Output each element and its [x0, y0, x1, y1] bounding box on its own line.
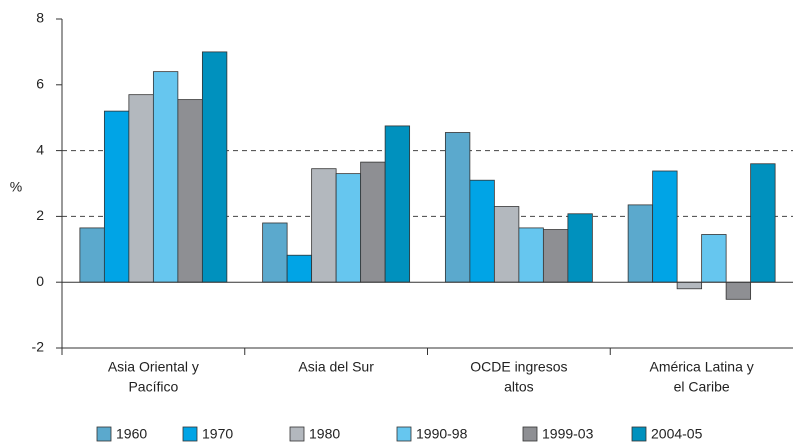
- y-tick-label: 8: [36, 10, 44, 26]
- legend-label: 1960: [116, 426, 147, 442]
- bar: [311, 168, 337, 283]
- legend-label: 2004-05: [651, 426, 703, 442]
- legend-swatch: [182, 426, 198, 442]
- legend-swatch: [631, 426, 647, 442]
- y-tick-label: 4: [36, 141, 44, 157]
- y-tick-label: -2: [32, 339, 45, 355]
- x-tick-label: Asia del Sur: [298, 359, 374, 375]
- bar: [725, 281, 752, 300]
- x-tick-label: Asia Oriental y: [108, 359, 199, 375]
- bar: [79, 227, 105, 283]
- bar: [384, 125, 411, 283]
- y-tick-label: 6: [36, 76, 44, 92]
- bar: [493, 206, 520, 283]
- bar: [177, 99, 203, 283]
- x-tick-label: Pacífico: [128, 379, 178, 395]
- legend-swatch: [96, 426, 112, 442]
- bar: [152, 71, 179, 283]
- legend-label: 1970: [202, 426, 233, 442]
- bar: [469, 179, 495, 283]
- legend-swatch: [396, 426, 412, 442]
- bar: [542, 229, 569, 283]
- legend-label: 1999-03: [542, 426, 594, 442]
- bar: [335, 173, 362, 283]
- legend-label: 1980: [309, 426, 340, 442]
- x-tick-label: OCDE ingresos: [470, 359, 567, 375]
- bar: [286, 254, 313, 283]
- bar: [262, 222, 288, 283]
- bar: [627, 204, 654, 283]
- x-tick-label: el Caribe: [674, 379, 730, 395]
- bar: [701, 234, 727, 283]
- y-tick-label: 2: [36, 207, 44, 223]
- legend-swatch: [522, 426, 538, 442]
- bar: [201, 51, 228, 283]
- bar: [444, 132, 471, 283]
- bar: [652, 170, 678, 283]
- bar: [103, 110, 130, 283]
- bar: [360, 161, 386, 283]
- bar: [128, 94, 154, 283]
- y-tick-label: 0: [36, 273, 44, 289]
- bar: [567, 213, 593, 283]
- y-axis-label: %: [10, 179, 22, 195]
- x-tick-label: altos: [504, 379, 534, 395]
- bar: [518, 227, 544, 283]
- legend-label: 1990-98: [416, 426, 468, 442]
- x-tick-label: América Latina y: [649, 359, 753, 375]
- bar: [676, 281, 703, 290]
- legend-swatch: [289, 426, 305, 442]
- bar: [750, 163, 776, 283]
